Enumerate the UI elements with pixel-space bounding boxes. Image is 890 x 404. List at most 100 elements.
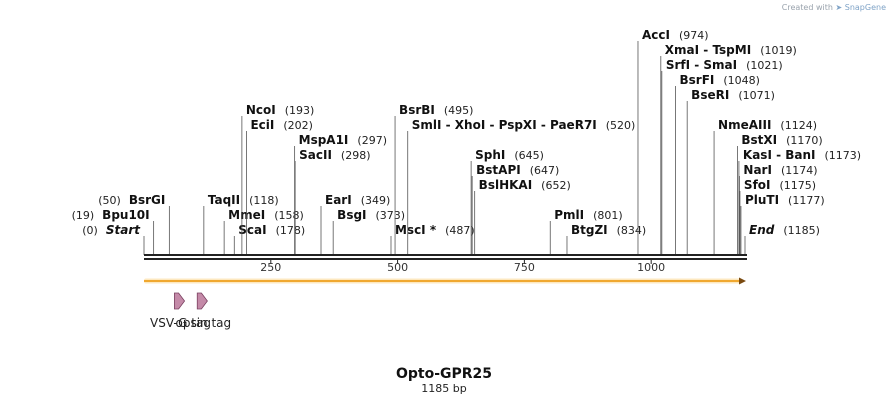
site-coordinate: (1185) bbox=[783, 224, 820, 237]
ruler: 250 500 750 1000 bbox=[260, 260, 665, 274]
site-kasi-bani: KasI - BanI (1173) bbox=[738, 148, 862, 255]
site-mspa1i: MspA1I (297) bbox=[294, 133, 387, 255]
site-bsrfi: BsrFI (1048) bbox=[675, 73, 760, 255]
feature-label: VSV-G tag bbox=[150, 316, 211, 330]
site-coordinate: (1124) bbox=[780, 119, 817, 132]
site-coordinate: (1019) bbox=[760, 44, 797, 57]
ruler-label: 1000 bbox=[637, 261, 665, 274]
site-coordinate: (1071) bbox=[738, 89, 775, 102]
site-srfi-smai: SrfI - SmaI (1021) bbox=[661, 58, 783, 255]
site-coordinate: (178) bbox=[276, 224, 306, 237]
site-bstapi: BstAPI (647) bbox=[471, 163, 560, 255]
site-coordinate: (1170) bbox=[786, 134, 823, 147]
site-smli-xhoi-pspxi-paer7i: SmlI - XhoI - PspXI - PaeR7I (520) bbox=[407, 118, 635, 255]
site-btgzi: BtgZI (834) bbox=[566, 223, 647, 255]
site-coordinate: (1174) bbox=[781, 164, 818, 177]
site-name: MspA1I bbox=[299, 133, 349, 147]
site-scai: ScaI (178) bbox=[233, 223, 306, 255]
site-name: End bbox=[749, 223, 775, 237]
site-pluti: PluTI (1177) bbox=[740, 193, 825, 255]
ruler-label: 750 bbox=[514, 261, 535, 274]
site-name: Start bbox=[106, 223, 141, 237]
site-name: BsrGI bbox=[129, 193, 166, 207]
site-coordinate: (652) bbox=[541, 179, 571, 192]
site-sphi: SphI (645) bbox=[470, 148, 544, 255]
site-name: BsrFI bbox=[680, 73, 715, 87]
site-bslhkai: BslHKAI (652) bbox=[474, 178, 571, 255]
site-ecii: EciI (202) bbox=[246, 118, 313, 255]
site-coordinate: (647) bbox=[530, 164, 560, 177]
site-nmeaiii: NmeAIII (1124) bbox=[713, 118, 817, 255]
site-end: End (1185) bbox=[744, 223, 820, 255]
site-pmli: PmlI (801) bbox=[549, 208, 623, 255]
site-msci: MscI * (487) bbox=[390, 223, 475, 255]
site-coordinate: (1173) bbox=[825, 149, 862, 162]
site-name: SrfI - SmaI bbox=[666, 58, 737, 72]
site-bsgi: BsgI (373) bbox=[332, 208, 406, 255]
feature-opsin-tag: opsin tag bbox=[176, 292, 232, 330]
site-coordinate: (349) bbox=[361, 194, 391, 207]
site-name: BseRI bbox=[691, 88, 729, 102]
site-coordinate: (0) bbox=[82, 224, 98, 237]
site-name: BsrBI bbox=[399, 103, 435, 117]
site-name: PmlI bbox=[554, 208, 584, 222]
site-bpu10i: Bpu10I (19) bbox=[72, 208, 155, 255]
feature-vsv-g-tag: VSV-G tag bbox=[150, 292, 211, 330]
site-coordinate: (50) bbox=[98, 194, 121, 207]
site-name: SacII bbox=[299, 148, 332, 162]
site-coordinate: (193) bbox=[285, 104, 315, 117]
site-name: BslHKAI bbox=[479, 178, 532, 192]
site-name: BtgZI bbox=[571, 223, 608, 237]
site-sfoi: SfoI (1175) bbox=[739, 178, 817, 255]
snapgene-logo-icon: ➤ bbox=[835, 3, 843, 12]
site-name: MscI * bbox=[395, 223, 437, 237]
site-acci: AccI (974) bbox=[637, 28, 709, 255]
site-name: EarI bbox=[325, 193, 352, 207]
site-bstxi: BstXI (1170) bbox=[736, 133, 823, 255]
ruler-label: 500 bbox=[387, 261, 408, 274]
site-nari: NarI (1174) bbox=[739, 163, 818, 255]
site-name: PluTI bbox=[745, 193, 779, 207]
plasmid-name: Opto-GPR25 bbox=[396, 366, 492, 382]
site-name: KasI - BanI bbox=[743, 148, 816, 162]
site-name: SfoI bbox=[744, 178, 771, 192]
site-name: NcoI bbox=[246, 103, 276, 117]
site-start: Start (0) bbox=[82, 223, 145, 255]
site-name: AccI bbox=[642, 28, 670, 42]
site-coordinate: (645) bbox=[514, 149, 544, 162]
dna-backbone bbox=[144, 254, 747, 260]
orf-arrowhead bbox=[739, 277, 746, 285]
site-coordinate: (495) bbox=[444, 104, 474, 117]
site-coordinate: (298) bbox=[341, 149, 371, 162]
site-coordinate: (19) bbox=[72, 209, 95, 222]
site-name: SmlI - XhoI - PspXI - PaeR7I bbox=[412, 118, 597, 132]
restriction-sites: Start(0)Bpu10I(19)BsrGI(50)ScaI (178)MmeI… bbox=[72, 28, 861, 255]
site-name: BstAPI bbox=[476, 163, 521, 177]
site-name: XmaI - TspMI bbox=[665, 43, 751, 57]
ruler-label: 250 bbox=[260, 261, 281, 274]
site-coordinate: (1177) bbox=[788, 194, 825, 207]
plasmid-length: 1185 bp bbox=[421, 382, 466, 395]
site-name: NarI bbox=[743, 163, 772, 177]
site-coordinate: (158) bbox=[274, 209, 304, 222]
site-coordinate: (1048) bbox=[723, 74, 760, 87]
site-coordinate: (974) bbox=[679, 29, 709, 42]
site-name: TaqII bbox=[208, 193, 240, 207]
site-sacii: SacII (298) bbox=[294, 148, 371, 255]
site-taqii: TaqII (118) bbox=[203, 193, 279, 255]
site-coordinate: (487) bbox=[445, 224, 475, 237]
site-name: BstXI bbox=[741, 133, 777, 147]
feature-label: opsin tag bbox=[176, 316, 232, 330]
site-coordinate: (118) bbox=[249, 194, 279, 207]
site-bseri: BseRI (1071) bbox=[686, 88, 775, 255]
site-coordinate: (801) bbox=[593, 209, 623, 222]
site-coordinate: (373) bbox=[376, 209, 406, 222]
orf-track bbox=[144, 277, 746, 285]
site-coordinate: (1175) bbox=[780, 179, 817, 192]
credit-prefix: Created with bbox=[781, 3, 833, 12]
site-coordinate: (834) bbox=[617, 224, 647, 237]
site-name: NmeAIII bbox=[718, 118, 771, 132]
site-name: SphI bbox=[475, 148, 505, 162]
